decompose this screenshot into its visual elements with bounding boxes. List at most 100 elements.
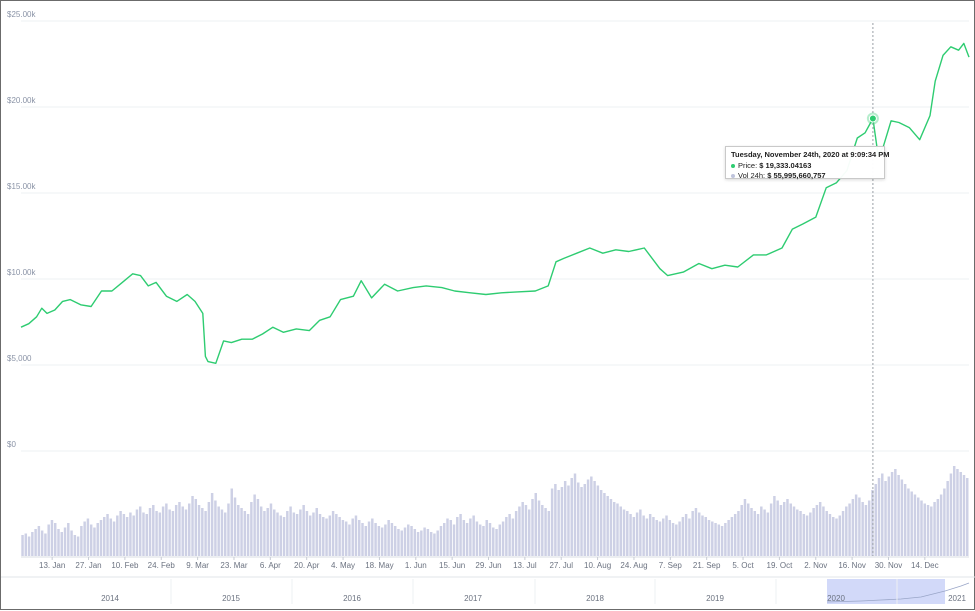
volume-bar xyxy=(400,530,403,556)
volume-bar xyxy=(80,526,83,556)
x-tick-label: 14. Dec xyxy=(911,561,939,570)
volume-bar xyxy=(544,508,547,556)
volume-bar xyxy=(227,503,230,556)
volume-bar xyxy=(34,529,37,556)
volume-bar xyxy=(773,496,776,556)
volume-bar xyxy=(142,512,145,556)
volume-bar xyxy=(900,479,904,556)
volume-bar xyxy=(292,512,296,556)
volume-bar xyxy=(99,520,103,556)
volume-bar xyxy=(756,514,760,556)
volume-bar xyxy=(403,527,407,556)
x-axis: 13. Jan 27. Jan 10. Feb 24. Feb 9. Mar 23. Ma… xyxy=(21,556,969,570)
navigator-year-label: 2021 xyxy=(948,594,966,603)
x-tick-label: 13. Jan xyxy=(39,561,65,570)
price-line xyxy=(20,42,970,364)
time-navigator[interactable]: 2014 2015 2016 2017 2018 2019 2020 2021 xyxy=(1,576,975,604)
x-tick-label: 27. Jan xyxy=(75,561,101,570)
volume-bar xyxy=(413,529,417,556)
volume-bar xyxy=(805,515,809,556)
volume-bar xyxy=(436,530,439,556)
volume-bar xyxy=(910,491,913,556)
volume-bar xyxy=(152,505,155,556)
volume-bar xyxy=(354,515,358,556)
x-tick-label: 21. Sep xyxy=(693,561,721,570)
tooltip-price-value: $ 19,333.04163 xyxy=(759,161,812,170)
volume-bar xyxy=(174,505,178,556)
volume-bar xyxy=(518,506,521,556)
volume-bar xyxy=(204,511,207,556)
volume-bar xyxy=(907,488,910,556)
volume-bar xyxy=(943,488,946,556)
volume-bar xyxy=(393,526,397,556)
volume-bar xyxy=(498,524,502,556)
volume-bar xyxy=(429,532,433,556)
highlight-point xyxy=(868,114,877,123)
volume-bar xyxy=(573,473,577,556)
volume-bar xyxy=(867,500,871,556)
volume-bar xyxy=(554,484,557,556)
volume-bar xyxy=(299,509,302,556)
volume-bar xyxy=(325,518,328,556)
y-tick-label: $5,000 xyxy=(7,354,32,363)
tooltip-price-label: Price: xyxy=(738,161,758,170)
volume-bar xyxy=(776,500,779,556)
tooltip-title: Tuesday, November 24th, 2020 at 9:09:34 … xyxy=(731,150,890,159)
volume-bar xyxy=(936,499,940,556)
volume-bar xyxy=(165,503,168,556)
volume-bar xyxy=(27,536,31,556)
volume-bar xyxy=(426,529,430,556)
volume-bar xyxy=(897,475,900,556)
volume-bar xyxy=(492,527,495,556)
volume-bar xyxy=(210,493,214,556)
volume-bar xyxy=(930,506,933,556)
volume-bar xyxy=(681,517,685,556)
volume-bar xyxy=(923,503,926,556)
volume-bar xyxy=(253,494,256,556)
price-tooltip: Tuesday, November 24th, 2020 at 9:09:34 … xyxy=(725,146,890,180)
volume-bar xyxy=(531,499,534,556)
volume-bar xyxy=(135,509,139,556)
navigator-year-label: 2016 xyxy=(343,594,361,603)
volume-bar xyxy=(966,478,969,556)
volume-bar xyxy=(250,502,253,556)
volume-bar xyxy=(789,503,792,556)
navigator-line xyxy=(826,582,970,603)
volume-bar xyxy=(704,517,707,556)
volume-bar xyxy=(678,521,681,556)
volume-bar xyxy=(230,488,233,556)
volume-bar xyxy=(178,502,181,556)
volume-bar xyxy=(864,505,868,556)
volume-bar xyxy=(63,527,67,556)
volume-bar xyxy=(361,523,364,556)
x-tick-label: 20. Apr xyxy=(294,561,320,570)
volume-bar xyxy=(527,509,531,556)
grid-lines xyxy=(21,20,969,452)
volume-bar xyxy=(40,530,44,556)
x-tick-label: 24. Feb xyxy=(148,561,176,570)
volume-bar xyxy=(207,502,211,556)
volume-bar xyxy=(521,502,524,556)
volume-bar xyxy=(903,484,907,556)
volume-bar xyxy=(214,500,217,556)
volume-bar xyxy=(939,494,943,556)
x-tick-label: 23. Mar xyxy=(220,561,247,570)
volume-bar xyxy=(374,523,377,556)
volume-bar xyxy=(524,505,528,556)
volume-bar xyxy=(717,524,721,556)
volume-bar xyxy=(37,526,41,556)
price-series xyxy=(20,42,970,364)
volume-bar xyxy=(279,515,283,556)
volume-bar xyxy=(825,511,828,556)
volume-bar xyxy=(508,514,511,556)
volume-bar xyxy=(312,512,315,556)
y-tick-label: $0 xyxy=(7,440,16,449)
volume-bar xyxy=(707,520,711,556)
volume-bar xyxy=(472,515,475,556)
volume-bar xyxy=(828,514,832,556)
volume-bar xyxy=(217,506,220,556)
volume-bar xyxy=(648,514,652,556)
volume-bar xyxy=(168,509,171,556)
volume-bar xyxy=(305,511,309,556)
